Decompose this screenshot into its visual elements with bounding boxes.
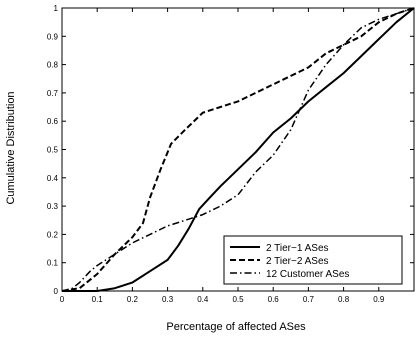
legend-label-2: 2 Tier−2 ASes xyxy=(266,256,329,267)
y-tick-label: 0.8 xyxy=(47,61,59,70)
y-tick-label: 0.2 xyxy=(47,230,59,239)
y-tick-label: 0.4 xyxy=(47,174,59,183)
x-tick-label: 0.9 xyxy=(373,295,385,304)
y-tick-label: 0.3 xyxy=(47,202,59,211)
x-tick-label: 0.4 xyxy=(197,295,209,304)
x-tick-label: 0.8 xyxy=(338,295,350,304)
series-line-3 xyxy=(61,7,415,292)
axis-ticks: 0 0.1 0.2 0.3 0.4 0.5 0.6 0.7 0.8 0.9 0 0.1 0.2 0.3 0.… xyxy=(47,4,414,304)
y-tick-label: 0.6 xyxy=(47,117,59,126)
x-tick-label: 0 xyxy=(60,295,65,304)
series-line-2 xyxy=(61,7,415,292)
y-tick-label: 0.5 xyxy=(47,146,59,155)
legend: 2 Tier−1 ASes 2 Tier−2 ASes 12 Customer AS… xyxy=(223,235,403,285)
y-axis-label: Cumulative Distribution xyxy=(5,91,17,204)
x-tick-label: 0.7 xyxy=(303,295,315,304)
y-tick-label: 1 xyxy=(54,4,59,13)
x-tick-label: 0.3 xyxy=(162,295,174,304)
legend-label-1: 2 Tier−1 ASes xyxy=(266,243,329,254)
y-tick-label: 0.7 xyxy=(47,89,59,98)
y-tick-label: 0.1 xyxy=(47,259,59,268)
x-axis-label: Percentage of affected ASes xyxy=(166,321,306,333)
x-tick-label: 0.1 xyxy=(92,295,104,304)
x-tick-label: 0.5 xyxy=(232,295,244,304)
legend-label-3: 12 Customer ASes xyxy=(266,269,349,280)
x-tick-label: 0.6 xyxy=(268,295,280,304)
y-tick-label: 0 xyxy=(54,287,59,296)
y-tick-label: 0.9 xyxy=(47,32,59,41)
x-tick-label: 0.2 xyxy=(127,295,139,304)
series-line-1 xyxy=(62,7,415,292)
